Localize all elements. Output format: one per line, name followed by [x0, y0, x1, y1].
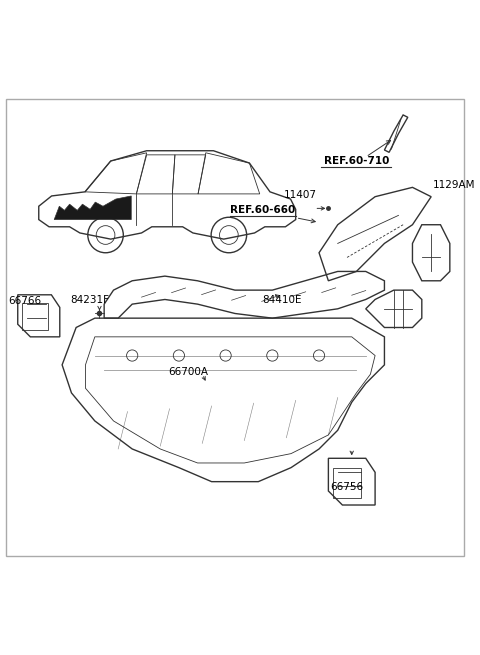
Text: 66700A: 66700A	[168, 367, 208, 377]
Text: REF.60-710: REF.60-710	[324, 157, 389, 166]
Text: 84231F: 84231F	[71, 295, 109, 305]
Text: REF.60-660: REF.60-660	[230, 206, 296, 215]
Text: 1129AM: 1129AM	[433, 179, 476, 190]
Text: 11407: 11407	[284, 191, 317, 200]
Polygon shape	[54, 196, 131, 219]
Text: 84410E: 84410E	[262, 295, 301, 305]
Text: 66756: 66756	[331, 482, 364, 492]
Text: 66766: 66766	[8, 297, 41, 307]
